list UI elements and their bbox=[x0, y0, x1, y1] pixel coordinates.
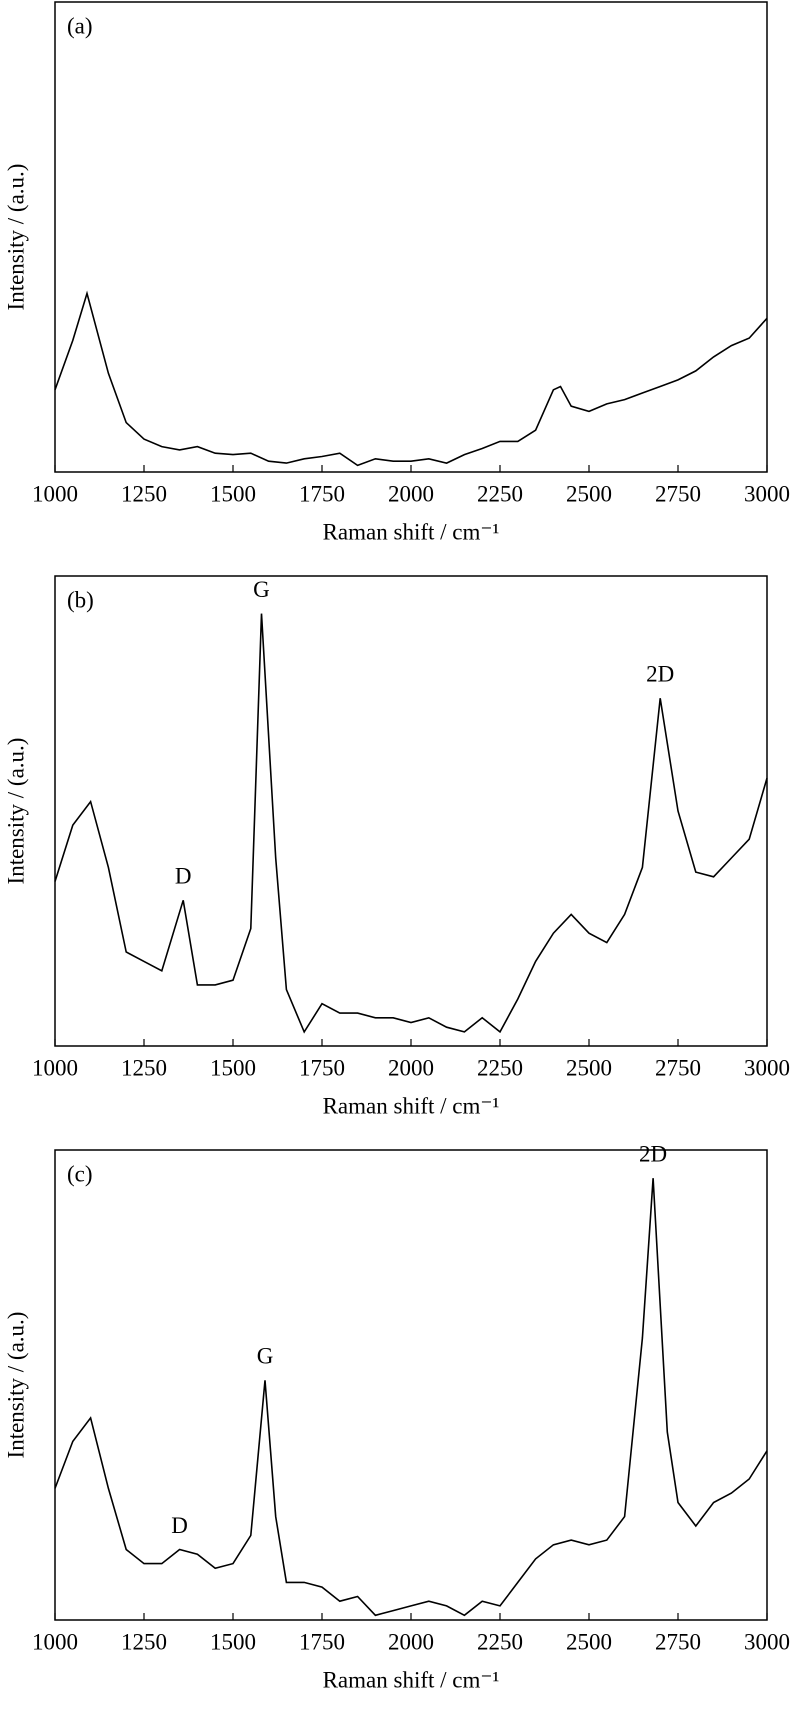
x-tick-label: 2750 bbox=[655, 1055, 701, 1080]
spectrum-line bbox=[54, 613, 768, 1034]
x-tick-label: 1750 bbox=[299, 1629, 345, 1654]
y-axis-label: Intensity / (a.u.) bbox=[3, 738, 28, 885]
x-tick-label: 3000 bbox=[744, 1055, 790, 1080]
x-tick-label: 1500 bbox=[210, 1629, 256, 1654]
x-tick-label: 1000 bbox=[32, 1055, 78, 1080]
x-tick-label: 1250 bbox=[121, 1629, 167, 1654]
x-tick-label: 2250 bbox=[477, 1055, 523, 1080]
peak-label: D bbox=[171, 1513, 188, 1538]
peak-label: G bbox=[253, 577, 270, 602]
x-tick-label: 2250 bbox=[477, 1629, 523, 1654]
x-tick-label: 1250 bbox=[121, 481, 167, 506]
x-tick-label: 1500 bbox=[210, 481, 256, 506]
x-tick-label: 1500 bbox=[210, 1055, 256, 1080]
x-tick-label: 2000 bbox=[388, 1055, 434, 1080]
x-tick-label: 3000 bbox=[744, 481, 790, 506]
y-axis-label: Intensity / (a.u.) bbox=[3, 1312, 28, 1459]
peak-label: G bbox=[257, 1344, 274, 1369]
plot-frame bbox=[54, 1149, 768, 1621]
x-tick-label: 2500 bbox=[566, 481, 612, 506]
panel-label: (c) bbox=[67, 1161, 93, 1186]
peak-label: D bbox=[175, 864, 192, 889]
x-tick-label: 2750 bbox=[655, 481, 701, 506]
x-tick-label: 1000 bbox=[32, 481, 78, 506]
x-tick-label: 2000 bbox=[388, 481, 434, 506]
peak-label: 2D bbox=[639, 1141, 667, 1166]
panel-label: (b) bbox=[67, 587, 94, 612]
plot-frame bbox=[54, 1, 768, 473]
x-tick-label: 1000 bbox=[32, 1629, 78, 1654]
panel-label: (a) bbox=[67, 13, 93, 38]
x-tick-label: 2500 bbox=[566, 1055, 612, 1080]
y-axis-label: Intensity / (a.u.) bbox=[3, 164, 28, 311]
x-tick-label: 3000 bbox=[744, 1629, 790, 1654]
x-tick-label: 1250 bbox=[121, 1055, 167, 1080]
plot-frame bbox=[54, 575, 768, 1047]
x-axis-label: Raman shift / cm⁻¹ bbox=[323, 519, 500, 544]
x-tick-label: 1750 bbox=[299, 1055, 345, 1080]
x-tick-label: 2500 bbox=[566, 1629, 612, 1654]
peak-label: 2D bbox=[646, 661, 674, 686]
spectrum-line bbox=[54, 290, 768, 467]
x-axis-label: Raman shift / cm⁻¹ bbox=[323, 1093, 500, 1118]
x-tick-label: 2000 bbox=[388, 1629, 434, 1654]
spectrum-line bbox=[54, 1178, 768, 1617]
x-tick-label: 1750 bbox=[299, 481, 345, 506]
x-axis-label: Raman shift / cm⁻¹ bbox=[323, 1667, 500, 1692]
x-tick-label: 2750 bbox=[655, 1629, 701, 1654]
x-tick-label: 2250 bbox=[477, 481, 523, 506]
